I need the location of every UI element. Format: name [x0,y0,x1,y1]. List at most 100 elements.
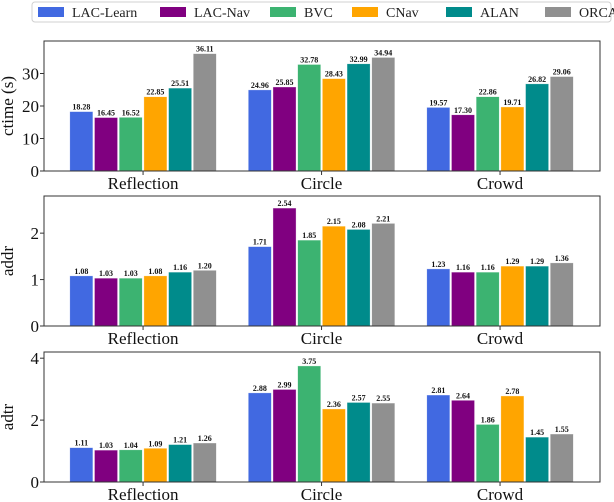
bar-lac-nav-circle [272,86,297,172]
data-label: 1.16 [173,263,187,272]
data-label: 22.86 [479,88,497,97]
bar-lac-nav-crowd [451,271,475,327]
bar-cnav-circle [322,225,346,327]
data-label: 1.36 [555,254,569,263]
bar-cnav-crowd [500,395,525,483]
data-label: 24.96 [251,81,269,90]
data-label: 2.36 [327,400,341,409]
data-label: 1.03 [99,441,113,450]
legend-swatch-lac-nav [160,7,186,17]
data-label: 2.64 [456,391,470,400]
bar-bvc-reflection [118,449,143,483]
legend-label: BVC [304,6,333,21]
data-label: 34.94 [374,48,392,57]
bar-alan-circle [346,229,371,327]
legend-label: ALAN [480,6,519,21]
data-label: 2.57 [352,393,366,402]
bar-bvc-crowd [475,424,500,483]
bar-lac-learn-reflection [69,275,94,327]
bar-lac-nav-circle [272,207,297,327]
bar-cnav-reflection [143,447,168,483]
data-label: 1.85 [302,231,316,240]
bar-lac-nav-reflection [94,117,118,172]
bar-bvc-reflection [118,117,143,172]
bar-orca-circle [371,402,396,483]
data-label: 28.43 [325,70,343,79]
bar-cnav-circle [322,78,346,172]
legend-swatch-cnav [352,7,378,17]
bar-lac-nav-circle [272,389,297,483]
data-label: 2.99 [278,380,292,389]
data-label: 2.21 [376,214,390,223]
legend-swatch-bvc [270,7,296,17]
bar-alan-reflection [168,271,192,327]
bar-lac-learn-reflection [69,447,94,483]
data-label: 32.78 [300,55,318,64]
data-label: 1.09 [148,439,162,448]
bar-alan-crowd [525,265,549,327]
bar-lac-nav-reflection [94,277,118,327]
bar-bvc-reflection [118,277,143,327]
data-label: 1.55 [555,425,569,434]
data-label: 1.23 [431,260,445,269]
data-label: 2.78 [505,387,519,396]
data-label: 1.16 [481,263,495,272]
y-axis-label: ctime (s) [0,76,17,136]
y-tick-label: 0 [31,162,40,181]
data-label: 1.20 [198,261,212,270]
y-tick-label: 20 [22,97,39,116]
bar-lac-learn-crowd [426,268,451,327]
data-label: 25.85 [276,78,294,87]
bar-orca-crowd [549,76,574,172]
data-label: 26.82 [528,75,546,84]
bar-orca-crowd [549,433,574,483]
data-label: 19.57 [429,98,447,107]
data-label: 1.04 [124,441,138,450]
y-tick-label: 2 [31,224,40,243]
bar-alan-crowd [525,83,549,172]
bar-cnav-reflection [143,96,168,172]
bar-bvc-crowd [475,96,500,172]
bar-bvc-circle [297,64,322,172]
data-label: 3.75 [302,357,316,366]
data-label: 25.51 [171,79,189,88]
bar-lac-learn-circle [247,246,272,327]
data-label: 1.16 [456,263,470,272]
bar-orca-crowd [549,262,574,327]
bar-bvc-circle [297,239,322,327]
x-tick-label: Reflection [108,329,179,348]
data-label: 2.81 [431,386,445,395]
data-label: 29.06 [553,68,571,77]
data-label: 1.03 [124,269,138,278]
data-label: 2.15 [327,217,341,226]
data-label: 2.55 [376,394,390,403]
x-tick-label: Crowd [477,174,524,193]
bar-cnav-crowd [500,106,525,172]
y-tick-label: 4 [31,349,40,368]
y-tick-label: 1 [31,271,40,290]
y-axis-label: addr [0,246,17,277]
bar-alan-reflection [168,444,192,483]
bar-orca-reflection [192,53,217,172]
data-label: 2.08 [352,220,366,229]
data-label: 19.71 [503,98,521,107]
data-label: 1.21 [173,436,187,445]
legend-label: LAC-Nav [194,6,250,21]
data-label: 1.08 [148,267,162,276]
x-tick-label: Circle [301,329,343,348]
data-label: 1.45 [530,428,544,437]
x-tick-label: Crowd [477,329,524,348]
data-label: 18.28 [72,103,90,112]
bar-alan-reflection [168,87,192,172]
data-label: 16.52 [122,108,140,117]
bar-bvc-circle [297,365,322,483]
y-tick-label: 0 [31,317,40,336]
legend-label: LAC-Learn [72,6,137,21]
x-tick-label: Reflection [108,174,179,193]
data-label: 1.08 [74,267,88,276]
y-tick-label: 2 [31,411,40,430]
data-label: 1.03 [99,269,113,278]
data-label: 36.11 [196,45,214,54]
y-tick-label: 0 [31,473,40,492]
